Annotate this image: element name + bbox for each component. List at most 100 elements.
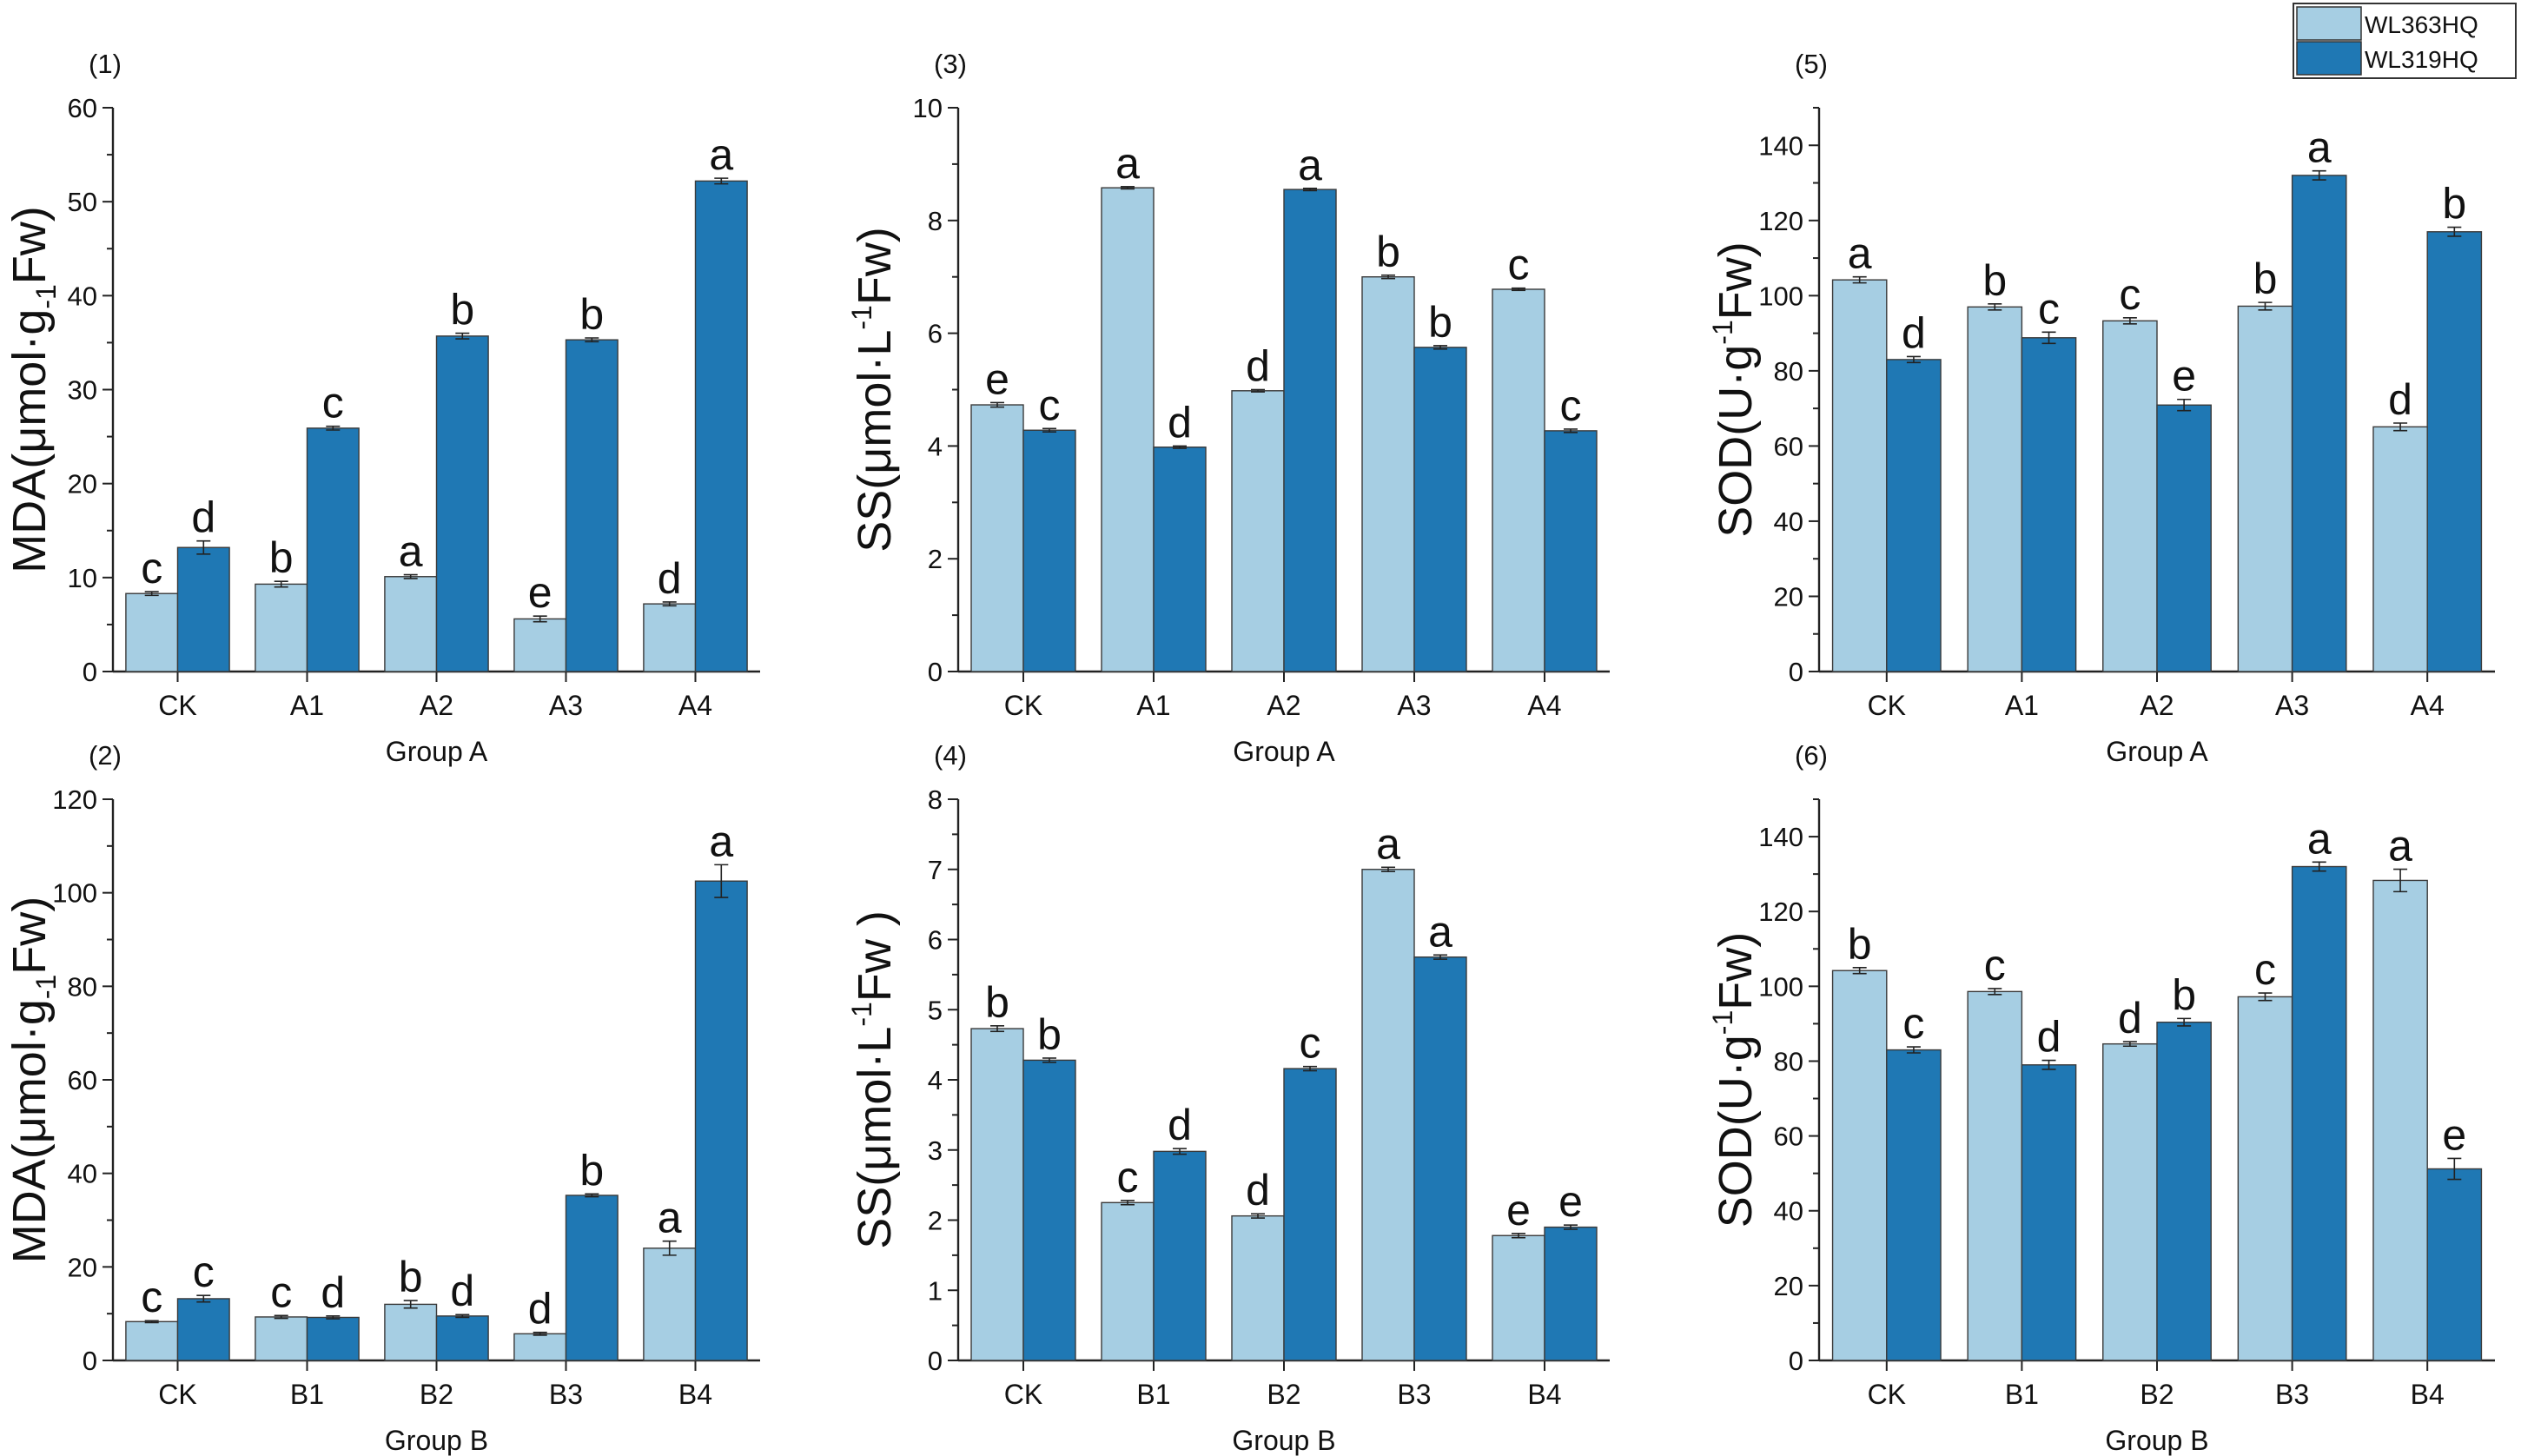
bar-wl363hq-a3	[513, 618, 567, 672]
bar-wl319hq-b1	[306, 1316, 360, 1361]
y-tick-label: 60	[68, 93, 97, 123]
x-tick-label: A3	[1397, 690, 1431, 721]
y-tick-label: 1	[928, 1275, 943, 1306]
legend: WL363HQ WL319HQ	[2293, 3, 2517, 79]
bar-wl363hq-a2	[2102, 320, 2158, 672]
significance-label: b	[1848, 920, 1872, 969]
y-tick-label: 6	[928, 925, 943, 956]
significance-label: c	[322, 379, 344, 427]
y-tick-label: 140	[1758, 822, 1803, 852]
bar-wl319hq-b4	[2426, 1168, 2483, 1361]
y-tick-label: 100	[1758, 971, 1803, 1002]
x-tick-label: A1	[1136, 690, 1170, 721]
bar-wl363hq-b3	[513, 1333, 567, 1361]
significance-label: a	[709, 817, 733, 865]
significance-label: c	[270, 1267, 292, 1316]
bar-wl319hq-b3	[565, 1195, 619, 1361]
significance-label: a	[1115, 139, 1140, 188]
x-axis-title: Group B	[2105, 1425, 2208, 1456]
y-tick-label: 30	[68, 375, 97, 406]
y-tick-label: 40	[68, 281, 97, 311]
bar-wl319hq-b3	[2291, 865, 2347, 1361]
significance-label: e	[2442, 1110, 2466, 1159]
bar-wl319hq-b2	[435, 1315, 489, 1361]
bar-wl319hq-b3	[1413, 956, 1467, 1361]
significance-label: a	[399, 527, 423, 576]
bar-wl363hq-ck	[970, 1028, 1024, 1361]
x-tick-label: B4	[2411, 1379, 2445, 1410]
significance-label: e	[1506, 1186, 1531, 1234]
x-tick-label: A1	[290, 690, 324, 721]
panel-label: (5)	[1795, 49, 1828, 79]
significance-label: c	[1117, 1153, 1139, 1201]
y-tick-label: 0	[1789, 657, 1803, 687]
y-tick-label: 100	[1758, 281, 1803, 311]
significance-label: d	[1902, 308, 1926, 357]
y-axis-title: SS(μmol·L-1Fw )	[846, 910, 901, 1249]
bar-wl319hq-ck	[1022, 1059, 1076, 1361]
bar-wl363hq-b1	[255, 1316, 308, 1361]
panel-label: (3)	[934, 49, 967, 79]
bar-wl319hq-ck	[1886, 1049, 1942, 1361]
bar-wl363hq-a2	[384, 576, 438, 672]
y-tick-label: 80	[1774, 1046, 1803, 1076]
x-tick-label: CK	[1868, 1379, 1906, 1410]
bar-wl363hq-a1	[1967, 306, 2023, 672]
y-tick-label: 2	[928, 1206, 943, 1236]
x-axis-title: Group A	[2106, 736, 2208, 767]
y-tick-label: 140	[1758, 130, 1803, 161]
bar-wl363hq-ck	[970, 404, 1024, 672]
bar-wl319hq-a1	[306, 427, 360, 672]
bar-wl319hq-ck	[176, 546, 230, 672]
x-axis-title: Group A	[386, 736, 488, 767]
chart-panel-3: 020406080100120140CKadA1bcA2ceA3baA4dbGr…	[1707, 49, 2495, 767]
y-axis-title: SOD(U·g-1Fw)	[1707, 242, 1762, 537]
bar-wl363hq-a3	[1361, 276, 1415, 672]
x-tick-label: A4	[1527, 690, 1561, 721]
significance-label: a	[1376, 819, 1400, 868]
bar-wl319hq-b2	[2156, 1021, 2212, 1361]
significance-label: c	[1984, 941, 2006, 989]
y-tick-label: 0	[1789, 1346, 1803, 1376]
x-tick-label: A1	[2005, 690, 2039, 721]
y-tick-label: 120	[1758, 897, 1803, 927]
x-tick-label: B3	[1397, 1379, 1431, 1410]
bar-wl363hq-ck	[1831, 970, 1888, 1361]
significance-label: d	[1246, 342, 1270, 391]
x-tick-label: CK	[1868, 690, 1906, 721]
panel-label: (6)	[1795, 740, 1828, 771]
y-tick-label: 80	[1774, 356, 1803, 387]
bar-wl363hq-b1	[1967, 990, 2023, 1361]
significance-label: b	[579, 290, 604, 339]
y-tick-label: 20	[1774, 1271, 1803, 1301]
bar-wl319hq-b1	[1153, 1150, 1207, 1361]
bar-wl363hq-a1	[255, 583, 308, 672]
significance-label: c	[1300, 1019, 1321, 1068]
significance-label: d	[2118, 994, 2142, 1042]
legend-label-wl363hq: WL363HQ	[2365, 11, 2478, 38]
x-tick-label: A4	[2411, 690, 2445, 721]
significance-label: d	[191, 493, 215, 542]
y-tick-label: 0	[928, 1346, 943, 1376]
x-tick-label: B1	[290, 1379, 324, 1410]
bar-wl319hq-ck	[176, 1298, 230, 1361]
y-axis-title: MDA(μmol·g-1Fw)	[3, 897, 62, 1264]
significance-label: a	[1848, 229, 1872, 278]
significance-label: c	[1508, 241, 1530, 289]
significance-label: c	[141, 1273, 162, 1321]
y-tick-label: 50	[68, 187, 97, 217]
bar-wl319hq-a2	[2156, 404, 2212, 672]
y-tick-label: 60	[1774, 431, 1803, 461]
y-tick-label: 100	[52, 878, 97, 909]
bar-wl319hq-a2	[435, 335, 489, 672]
significance-label: a	[1298, 141, 1322, 189]
y-tick-label: 80	[68, 971, 97, 1002]
x-tick-label: A2	[420, 690, 453, 721]
y-tick-label: 20	[1774, 581, 1803, 612]
x-tick-label: CK	[158, 1379, 196, 1410]
significance-label: a	[658, 1194, 682, 1242]
y-tick-label: 120	[52, 784, 97, 815]
y-tick-label: 7	[928, 855, 943, 885]
